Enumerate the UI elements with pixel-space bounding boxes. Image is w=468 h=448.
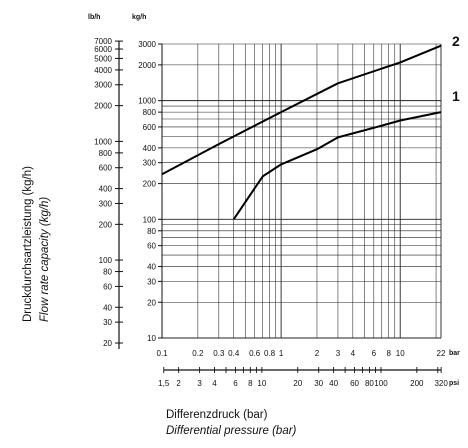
x-tick-label-bar: 10 bbox=[396, 349, 405, 358]
x-tick-label-bar: 2 bbox=[315, 349, 320, 358]
x-tick-label-psi: 100 bbox=[374, 379, 388, 388]
y-tick-label-kgh: 30 bbox=[147, 277, 156, 286]
x-tick-label-psi: 60 bbox=[350, 379, 359, 388]
x-tick-label-bar: 0.1 bbox=[156, 349, 168, 358]
y-tick-label-kgh: 200 bbox=[143, 180, 157, 189]
x-tick-label-psi: 20 bbox=[293, 379, 302, 388]
y-tick-label-lbh: 400 bbox=[99, 185, 113, 194]
x-axis-title-de: Differenzdruck (bar) bbox=[166, 409, 268, 421]
x-tick-label-psi: 4 bbox=[212, 379, 217, 388]
y-tick-label-kgh: 80 bbox=[147, 227, 156, 236]
x-tick-label-bar: 4 bbox=[351, 349, 356, 358]
y-tick-label-kgh: 10 bbox=[147, 334, 156, 343]
y-tick-label-lbh: 800 bbox=[99, 149, 113, 158]
x-axis-title-en: Differential pressure (bar) bbox=[166, 425, 297, 437]
x-tick-label-psi: 3 bbox=[197, 379, 202, 388]
y-tick-label-kgh: 3000 bbox=[138, 40, 156, 49]
y-tick-label-kgh: 300 bbox=[143, 159, 157, 168]
curves bbox=[161, 44, 442, 220]
y-tick-label-lbh: 7000 bbox=[94, 37, 112, 46]
x-unit-secondary: psi bbox=[449, 380, 459, 387]
grid-lines bbox=[161, 43, 442, 339]
curve-series-2 bbox=[161, 44, 442, 176]
x-tick-label-bar: 0.4 bbox=[228, 349, 240, 358]
y-unit-secondary: lb/h bbox=[88, 14, 100, 21]
x-tick-label-psi: 40 bbox=[329, 379, 338, 388]
x-tick-label-psi: 1,5 bbox=[158, 379, 170, 388]
y-tick-label-kgh: 2000 bbox=[138, 61, 156, 70]
y-tick-label-kgh: 1000 bbox=[138, 97, 156, 106]
y-tick-label-lbh: 20 bbox=[103, 339, 112, 348]
y-tick-label-kgh: 60 bbox=[147, 242, 156, 251]
y-tick-label-lbh: 300 bbox=[99, 199, 113, 208]
x-tick-label-bar: 0.2 bbox=[192, 349, 204, 358]
x-unit-primary: bar bbox=[449, 350, 460, 357]
y-tick-label-kgh: 20 bbox=[147, 298, 156, 307]
x-tick-label-bar: 1 bbox=[279, 349, 284, 358]
curve-label-1: 1 bbox=[452, 88, 460, 104]
x-tick-label-bar: 3 bbox=[336, 349, 341, 358]
x-tick-label-bar: 6 bbox=[372, 349, 377, 358]
y-tick-label-lbh: 5000 bbox=[94, 54, 112, 63]
y-tick-label-lbh: 200 bbox=[99, 220, 113, 229]
y-tick-label-kgh: 40 bbox=[147, 263, 156, 272]
x-tick-label-psi: 80 bbox=[365, 379, 374, 388]
tick-labels: 1020304060801002003004006008001000200030… bbox=[94, 37, 448, 388]
x-tick-label-psi: 6 bbox=[233, 379, 238, 388]
y-axis-title-de: Druckdurchsartzleistung (kg/h) bbox=[22, 166, 34, 322]
x-tick-label-psi: 30 bbox=[314, 379, 323, 388]
y-tick-label-lbh: 1000 bbox=[94, 137, 112, 146]
y-axis-title-en: Flow rate capacity (kg/h) bbox=[39, 197, 51, 322]
y-tick-label-lbh: 60 bbox=[103, 282, 112, 291]
axes bbox=[115, 40, 442, 373]
x-tick-label-bar: 0.3 bbox=[213, 349, 225, 358]
curve-series-1 bbox=[232, 111, 442, 220]
x-tick-label-psi: 2 bbox=[176, 379, 181, 388]
y-tick-label-lbh: 2000 bbox=[94, 102, 112, 111]
x-tick-label-psi: 320 bbox=[434, 379, 448, 388]
y-tick-label-kgh: 600 bbox=[143, 123, 157, 132]
y-tick-label-kgh: 400 bbox=[143, 144, 157, 153]
y-tick-label-lbh: 80 bbox=[103, 268, 112, 277]
y-tick-label-lbh: 30 bbox=[103, 318, 112, 327]
y-tick-label-lbh: 600 bbox=[99, 164, 113, 173]
y-tick-label-lbh: 6000 bbox=[94, 45, 112, 54]
y-tick-label-lbh: 40 bbox=[103, 303, 112, 312]
y-tick-label-lbh: 4000 bbox=[94, 66, 112, 75]
y-tick-label-kgh: 800 bbox=[143, 108, 157, 117]
x-tick-label-bar: 8 bbox=[386, 349, 391, 358]
x-tick-label-bar: 22 bbox=[437, 349, 446, 358]
y-tick-label-lbh: 100 bbox=[99, 256, 113, 265]
curve-label-2: 2 bbox=[452, 33, 460, 49]
x-tick-label-psi: 8 bbox=[248, 379, 253, 388]
y-tick-label-kgh: 100 bbox=[143, 215, 157, 224]
x-tick-label-bar: 0.8 bbox=[264, 349, 276, 358]
x-tick-label-psi: 10 bbox=[257, 379, 266, 388]
x-tick-label-psi: 200 bbox=[410, 379, 424, 388]
y-tick-label-lbh: 3000 bbox=[94, 81, 112, 90]
x-tick-label-bar: 0.6 bbox=[249, 349, 261, 358]
y-unit-primary: kg/h bbox=[132, 14, 146, 21]
